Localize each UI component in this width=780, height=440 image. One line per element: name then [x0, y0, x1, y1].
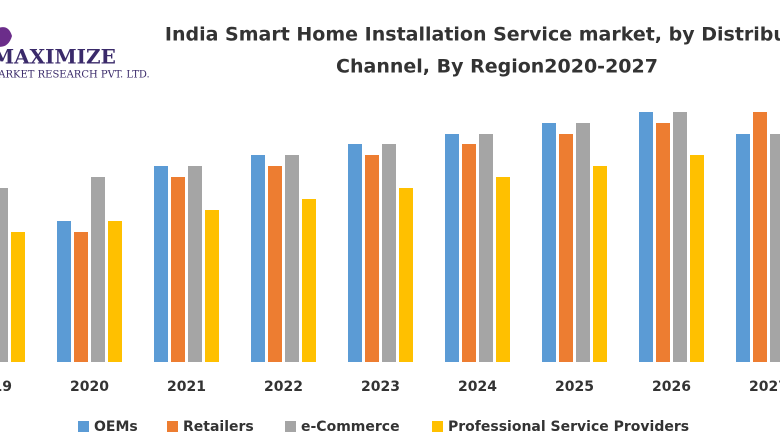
bar	[268, 166, 282, 362]
bar	[0, 188, 8, 362]
bar	[108, 221, 122, 362]
x-tick-label: 2019	[0, 379, 12, 395]
x-tick-label: 2023	[361, 379, 400, 395]
bar	[770, 134, 780, 362]
chart-title: Channel, By Region2020-2027	[336, 56, 658, 78]
bar	[656, 123, 670, 362]
bar	[74, 232, 88, 362]
bar	[559, 134, 573, 362]
legend-label: Retailers	[183, 419, 254, 435]
x-tick-label: 2024	[458, 379, 497, 395]
legend-swatch	[285, 421, 296, 432]
legend-swatch	[432, 421, 443, 432]
bar	[462, 144, 476, 362]
bar	[673, 112, 687, 362]
logo-name: MAXIMIZE	[0, 45, 116, 69]
bar	[690, 155, 704, 362]
bar	[479, 134, 493, 362]
legend-swatch	[78, 421, 89, 432]
bar	[639, 112, 653, 362]
bar	[154, 166, 168, 362]
bar	[171, 177, 185, 362]
bar	[445, 134, 459, 362]
x-tick-label: 2025	[555, 379, 594, 395]
logo-mark	[0, 27, 12, 47]
x-tick-label: 2027	[749, 379, 780, 395]
chart-title: India Smart Home Installation Service ma…	[165, 24, 780, 46]
bar	[285, 155, 299, 362]
legend-label: Professional Service Providers	[448, 419, 689, 435]
x-tick-label: 2026	[652, 379, 691, 395]
bar	[496, 177, 510, 362]
bar	[576, 123, 590, 362]
bar	[593, 166, 607, 362]
x-tick-label: 2022	[264, 379, 303, 395]
bar	[399, 188, 413, 362]
x-tick-label: 2021	[167, 379, 206, 395]
bar	[365, 155, 379, 362]
bar	[348, 144, 362, 362]
legend-label: OEMs	[94, 419, 138, 435]
legend-swatch	[167, 421, 178, 432]
bar	[251, 155, 265, 362]
bar	[11, 232, 25, 362]
bar	[205, 210, 219, 362]
bar	[302, 199, 316, 362]
legend-label: e-Commerce	[301, 419, 400, 435]
bar	[542, 123, 556, 362]
bar	[57, 221, 71, 362]
bar	[736, 134, 750, 362]
bar	[382, 144, 396, 362]
bar	[753, 112, 767, 362]
x-tick-label: 2020	[70, 379, 109, 395]
bar	[91, 177, 105, 362]
logo-tagline: MARKET RESEARCH PVT. LTD.	[0, 70, 150, 81]
bar	[188, 166, 202, 362]
